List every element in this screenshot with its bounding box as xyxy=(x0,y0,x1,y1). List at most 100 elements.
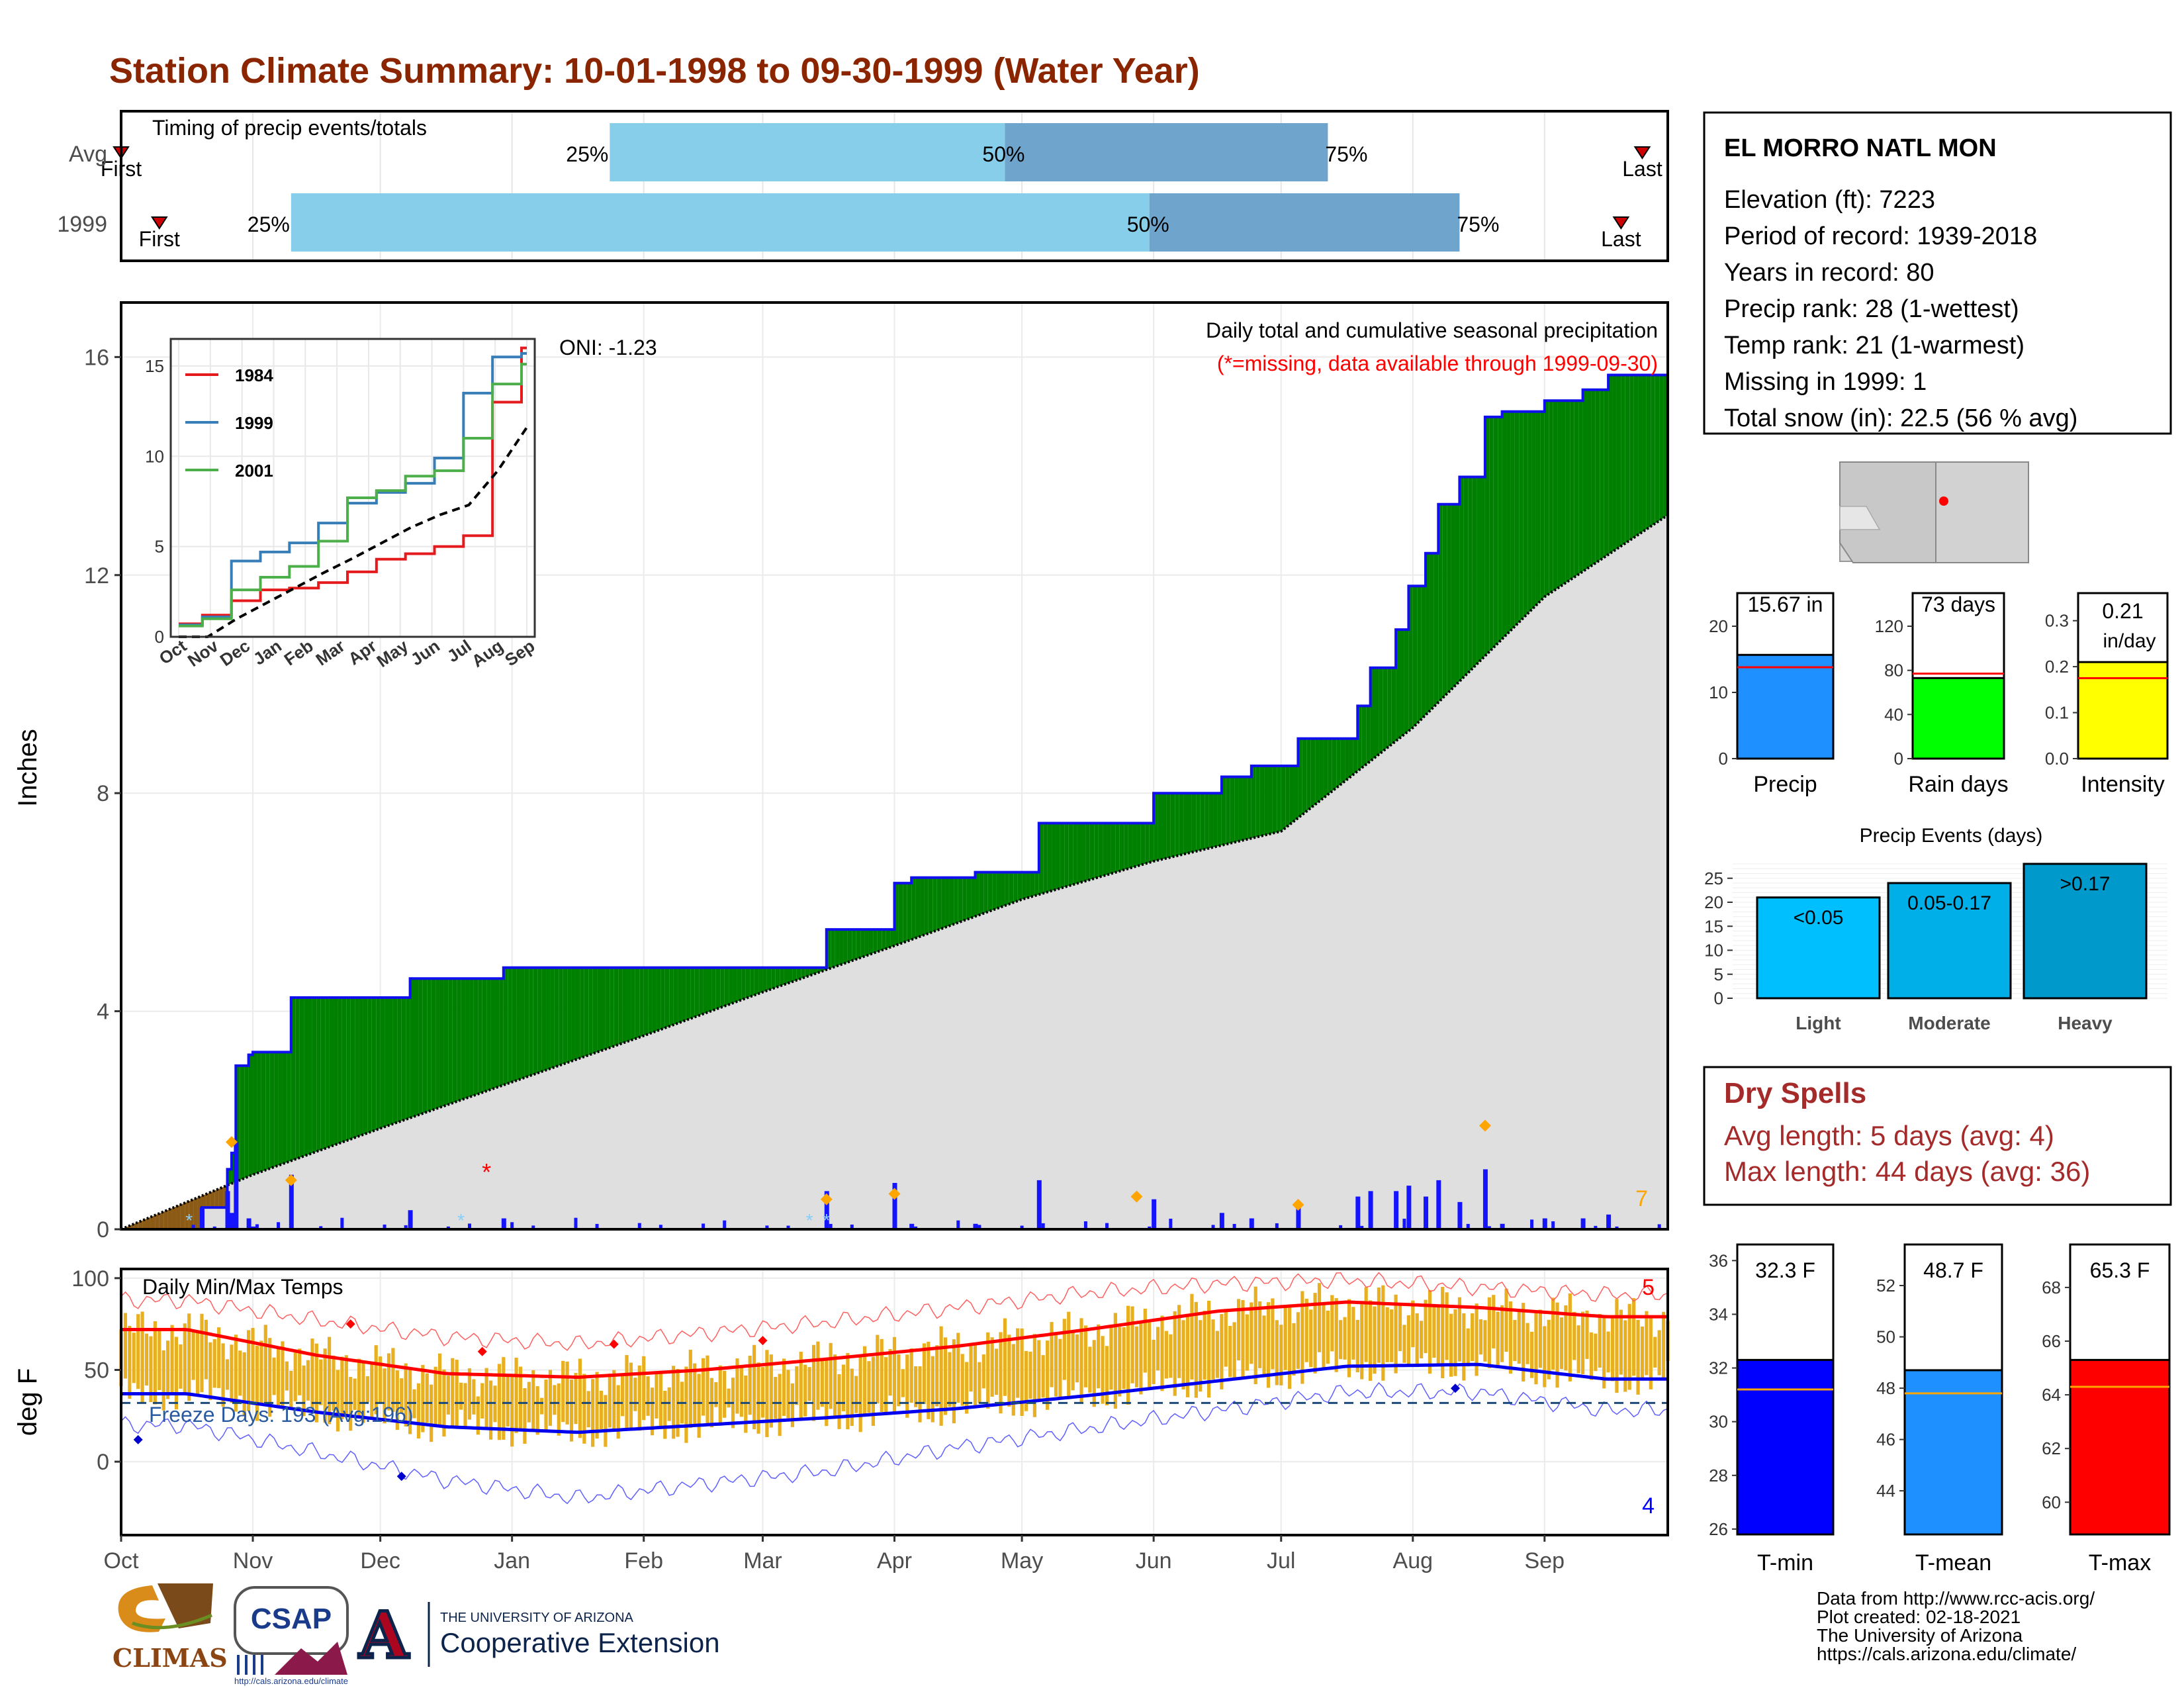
daily-temp-bar xyxy=(306,1360,310,1401)
daily-temp-bar xyxy=(1292,1323,1296,1376)
station-location-marker xyxy=(1939,496,1948,506)
daily-temp-bar xyxy=(387,1353,391,1411)
daily-temp-bar xyxy=(1585,1310,1589,1359)
daily-temp-bar xyxy=(395,1370,399,1430)
temp-summary-tick-label: 36 xyxy=(1709,1250,1728,1270)
daily-temp-bar xyxy=(433,1366,437,1425)
above-average-segment xyxy=(422,978,428,1114)
above-average-segment xyxy=(1659,375,1664,521)
ua-logo-small: THE UNIVERSITY OF ARIZONA xyxy=(440,1611,634,1625)
credit-line-1: Data from http://www.rcc-acis.org/ xyxy=(1817,1588,2095,1609)
temp-summary-label: T-min xyxy=(1757,1550,1813,1575)
above-average-segment xyxy=(265,1052,270,1170)
above-average-segment xyxy=(554,967,559,1068)
daily-temp-bar xyxy=(323,1348,327,1423)
above-average-segment xyxy=(1034,872,1039,896)
daily-temp-bar xyxy=(1211,1319,1215,1380)
above-average-segment xyxy=(1638,375,1643,535)
daily-temp-bar xyxy=(1071,1331,1075,1391)
daily-precip-bar xyxy=(1657,1224,1661,1229)
above-average-segment xyxy=(1294,766,1298,821)
above-average-segment xyxy=(766,967,772,991)
daily-temp-bar xyxy=(897,1354,901,1407)
daily-temp-bar xyxy=(578,1358,582,1438)
daily-temp-bar xyxy=(391,1348,395,1412)
daily-temp-bar xyxy=(1334,1297,1338,1372)
daily-temp-bar xyxy=(1457,1297,1462,1362)
daily-temp-bar xyxy=(217,1327,221,1388)
daily-precip-bar xyxy=(1542,1218,1547,1229)
above-average-segment xyxy=(1005,872,1009,906)
inset-month-label: Feb xyxy=(281,635,317,669)
daily-temp-bar xyxy=(1203,1311,1206,1380)
daily-precip-bar xyxy=(1500,1223,1505,1229)
daily-temp-bar xyxy=(1529,1331,1534,1378)
above-average-segment xyxy=(567,967,572,1063)
temp-summary-tick-label: 30 xyxy=(1709,1412,1728,1432)
above-average-segment xyxy=(1213,793,1218,847)
daily-temp-bar xyxy=(1139,1323,1143,1395)
daily-temp-bar xyxy=(1602,1317,1606,1389)
daily-temp-bar xyxy=(778,1374,782,1436)
above-average-segment xyxy=(1259,766,1265,837)
daily-temp-bar xyxy=(455,1360,459,1427)
above-average-segment xyxy=(758,967,763,994)
temp-summary-tick-label: 48 xyxy=(1876,1378,1895,1398)
daily-temp-bar xyxy=(1513,1320,1517,1362)
precip-ytick-label: 0 xyxy=(97,1217,109,1243)
above-average-segment xyxy=(1625,375,1630,543)
daily-temp-bar xyxy=(888,1348,892,1396)
average-low-line xyxy=(121,1362,1668,1434)
daily-temp-bar xyxy=(1024,1350,1028,1411)
daily-temp-bar xyxy=(276,1348,281,1407)
daily-precip-bar xyxy=(1368,1191,1373,1229)
daily-temp-bar xyxy=(531,1370,535,1430)
above-average-segment xyxy=(771,967,776,990)
daily-precip-bar xyxy=(978,1225,981,1229)
daily-temp-bar xyxy=(884,1357,888,1415)
daily-temp-bar xyxy=(1500,1305,1504,1362)
daily-temp-bar xyxy=(158,1331,161,1390)
above-average-segment xyxy=(346,998,351,1141)
above-average-segment xyxy=(1234,776,1239,843)
snow-marker: * xyxy=(457,1210,465,1231)
daily-temp-bar xyxy=(1551,1297,1555,1370)
daily-temp-bar xyxy=(948,1352,952,1407)
daily-precip-bar xyxy=(1020,1225,1024,1229)
daily-temp-bar xyxy=(1105,1346,1109,1406)
above-average-segment xyxy=(1115,823,1120,872)
above-average-segment xyxy=(860,929,865,958)
above-average-segment xyxy=(1043,823,1048,894)
daily-temp-bar xyxy=(820,1360,824,1407)
daily-temp-bar xyxy=(1543,1326,1547,1387)
summary-bar-value: 15.67 in xyxy=(1748,592,1823,616)
above-average-segment xyxy=(933,877,937,932)
daily-precip-bar xyxy=(1148,1226,1152,1229)
daily-precip-bar xyxy=(1083,1221,1087,1229)
daily-temp-bar xyxy=(1462,1313,1466,1381)
daily-temp-bar xyxy=(892,1336,897,1414)
daily-temp-bar xyxy=(1220,1314,1224,1389)
inset-ytick-label: 15 xyxy=(145,356,164,376)
above-average-segment xyxy=(1158,793,1162,861)
below-average-segment xyxy=(210,1190,215,1208)
daily-temp-bar xyxy=(247,1330,251,1411)
above-average-segment xyxy=(1459,477,1464,682)
daily-temp-bar xyxy=(667,1387,671,1421)
above-average-segment xyxy=(954,877,958,925)
daily-temp-bar xyxy=(1589,1332,1594,1380)
above-average-segment xyxy=(924,877,929,935)
timing-frame xyxy=(120,110,1669,262)
daily-temp-bar xyxy=(1619,1309,1623,1375)
dry-spells-max: Max length: 44 days (avg: 36) xyxy=(1724,1156,2090,1187)
daily-temp-bar xyxy=(1126,1305,1130,1405)
inset-month-label: Dec xyxy=(216,635,253,670)
above-average-segment xyxy=(839,929,844,966)
daily-temp-bar xyxy=(540,1397,544,1415)
daily-temp-bar xyxy=(1287,1307,1292,1389)
daily-temp-bar xyxy=(1640,1326,1645,1380)
daily-precip-bar xyxy=(446,1226,450,1229)
above-average-segment xyxy=(1412,586,1418,728)
oni-label: ONI: -1.23 xyxy=(559,336,657,359)
above-average-segment xyxy=(762,967,767,992)
